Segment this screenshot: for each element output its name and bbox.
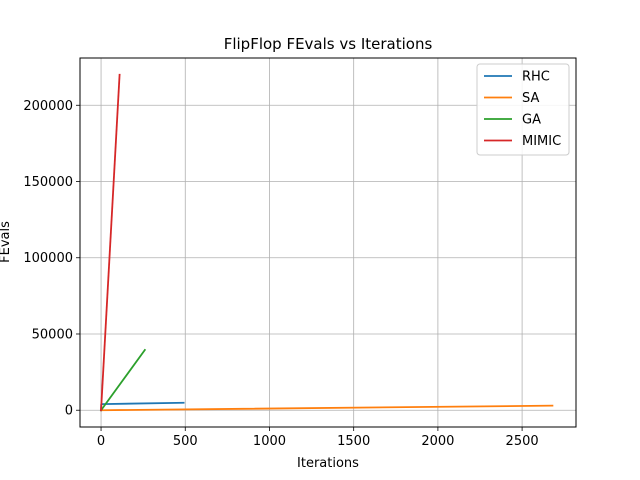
legend-box [476, 63, 570, 156]
series-line-sa [100, 404, 554, 412]
series-line-ga [99, 348, 147, 412]
legend: RHC SA GA MIMIC [476, 63, 570, 156]
y-axis-title: FEvals [0, 221, 13, 263]
legend-label-rhc: RHC [522, 70, 550, 85]
series-line-mimic [100, 73, 121, 412]
y-tick-label: 200000 [23, 99, 73, 114]
y-tick-label: 0 [65, 404, 73, 419]
x-tick-label: 2000 [421, 434, 454, 449]
legend-label-sa: SA [522, 91, 539, 106]
y-tick-label: 100000 [23, 251, 73, 266]
legend-label-mimic: MIMIC [522, 134, 561, 149]
plot-area-frame [79, 57, 577, 428]
x-tick-label: 1500 [337, 434, 370, 449]
axis-ticks: 0 500 1000 1500 2000 2500 0 50000 100000 150000 20… [23, 99, 538, 449]
x-tick-label: 1000 [253, 434, 286, 449]
x-tick-label: 0 [97, 434, 105, 449]
y-tick-label: 50000 [32, 327, 73, 342]
legend-label-ga: GA [522, 113, 541, 128]
x-tick-label: 500 [173, 434, 198, 449]
x-axis-title: Iterations [297, 456, 359, 471]
y-tick-label: 150000 [23, 175, 73, 190]
chart-title: FlipFlop FEvals vs Iterations [224, 35, 433, 53]
x-tick-label: 2500 [506, 434, 539, 449]
series-lines [99, 73, 554, 412]
